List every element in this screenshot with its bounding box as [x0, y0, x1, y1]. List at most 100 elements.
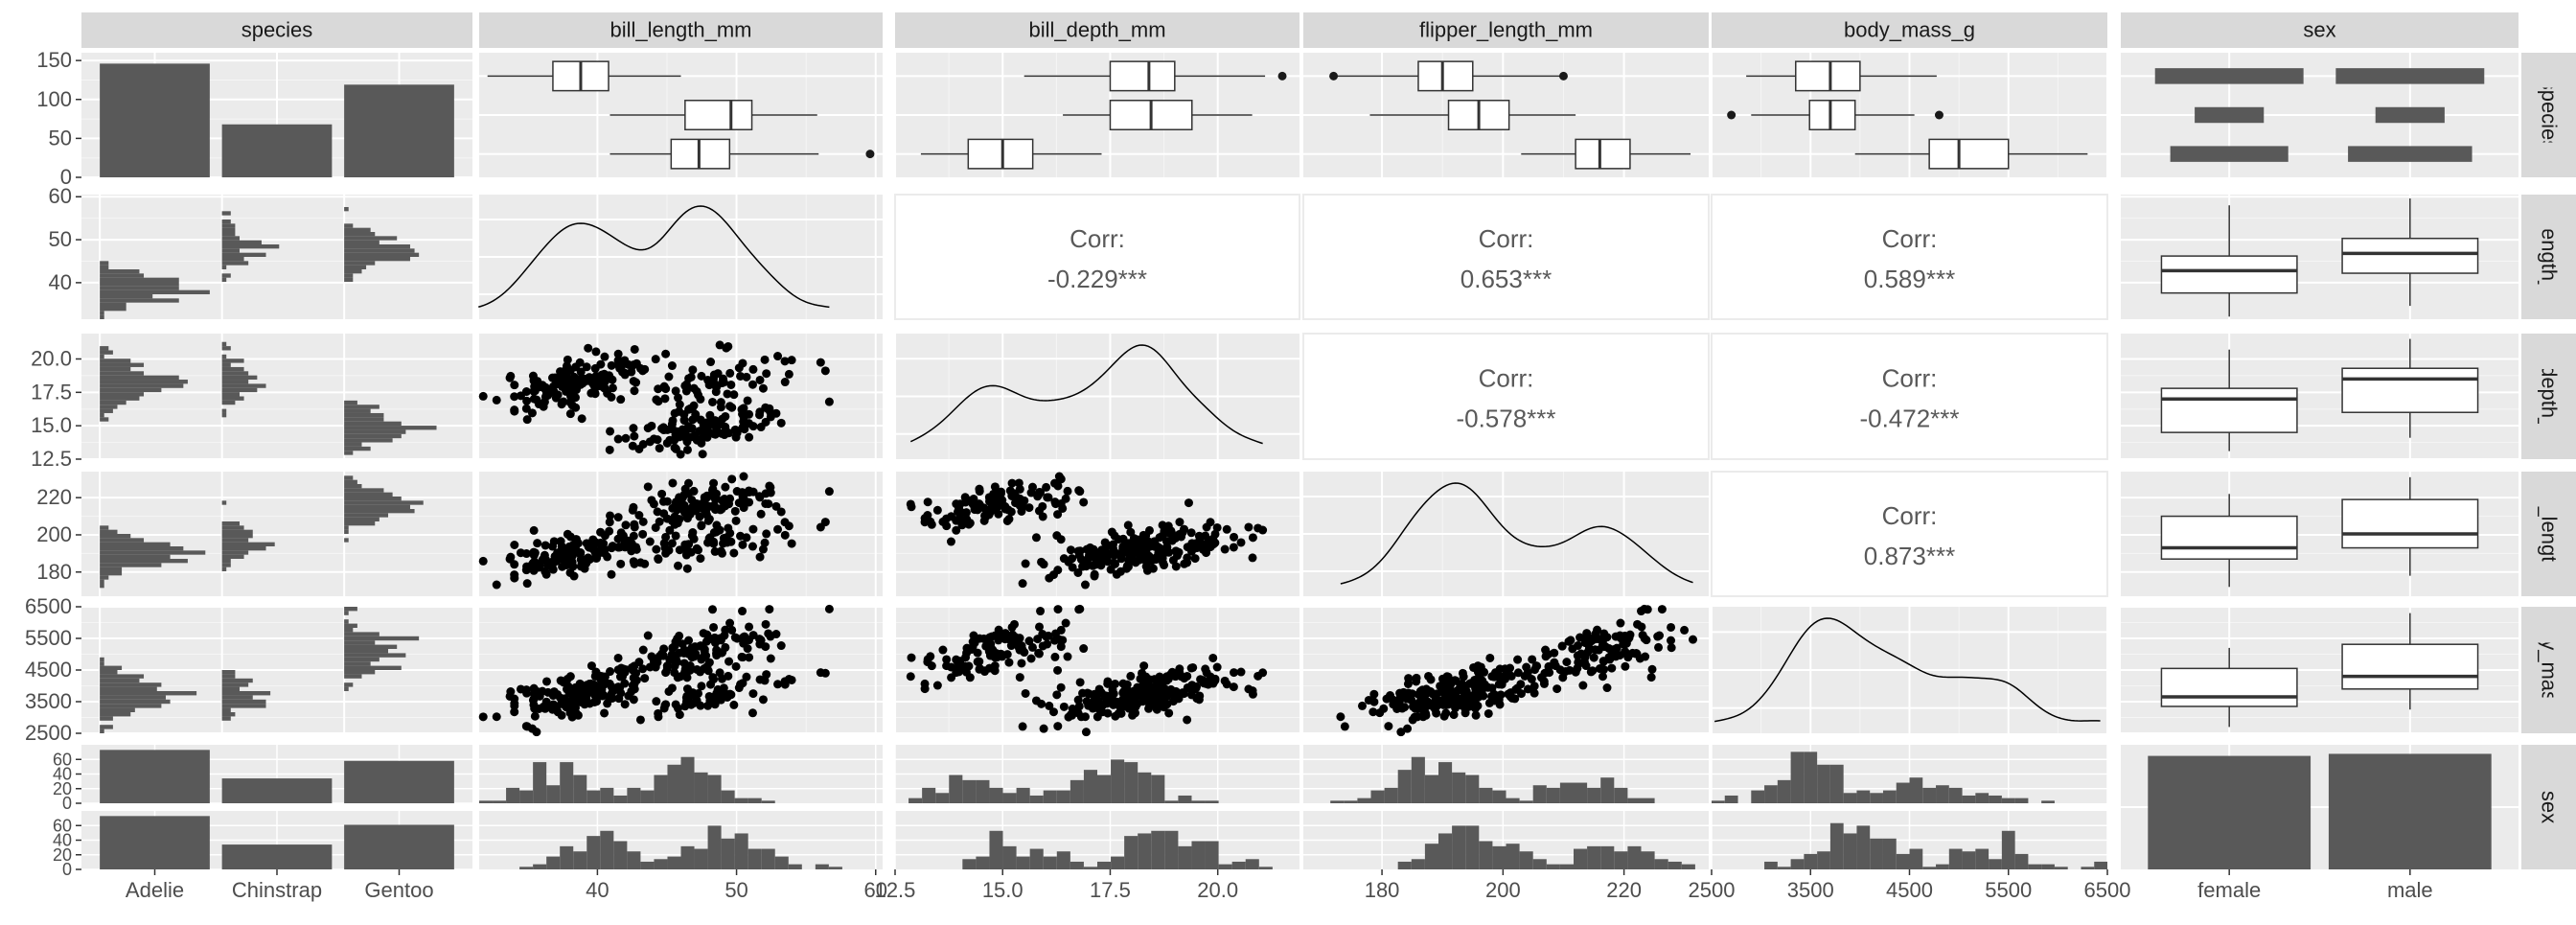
- scatter-point: [675, 400, 684, 409]
- scatter-point: [630, 431, 639, 441]
- scatter-point: [1448, 686, 1458, 696]
- hist-bar: [221, 521, 240, 526]
- scatter-point: [1513, 655, 1523, 664]
- hist-bar: [1231, 861, 1246, 869]
- hist-bar: [221, 550, 249, 555]
- scatter-point: [1131, 693, 1140, 703]
- strip-right-bill_length_mm: [2521, 195, 2576, 319]
- hist-bar: [1922, 787, 1937, 803]
- scatter-point: [756, 636, 766, 645]
- scatter-point: [1680, 625, 1690, 635]
- scatter-point: [1616, 618, 1625, 628]
- hist-bar: [100, 298, 179, 303]
- scatter-point: [1090, 571, 1099, 581]
- bar-female-Chinstrap: [2195, 106, 2265, 124]
- scatter-point: [529, 694, 539, 704]
- scatter-point: [565, 398, 575, 407]
- scatter-point: [562, 684, 571, 694]
- hist-bar: [1138, 833, 1152, 869]
- scatter-point: [942, 661, 952, 671]
- hist-bar: [1532, 785, 1547, 803]
- scatter-point: [1657, 605, 1667, 614]
- scatter-point: [824, 487, 834, 497]
- scatter-point: [1123, 520, 1133, 530]
- scatter-point: [689, 401, 699, 410]
- scatter-point: [700, 664, 709, 674]
- scatter-point: [927, 520, 936, 529]
- hist-bar: [1843, 793, 1857, 803]
- scatter-point: [1625, 630, 1635, 639]
- x-tick-label: 220: [1606, 878, 1642, 902]
- hist-bar: [1245, 859, 1259, 869]
- scatter-point: [605, 518, 614, 527]
- box: [1795, 60, 1861, 92]
- y-tick-label: 20: [53, 845, 72, 865]
- scatter-point: [549, 687, 559, 697]
- scatter-point: [667, 361, 677, 371]
- hist-bar: [949, 775, 963, 803]
- scatter-point: [738, 540, 748, 549]
- scatter-point: [1248, 553, 1257, 563]
- scatter-point: [682, 434, 692, 444]
- scatter-point: [1589, 653, 1598, 662]
- hist-bar: [2094, 861, 2107, 869]
- scatter-point: [709, 539, 719, 548]
- scatter-point: [729, 700, 739, 709]
- scatter-point: [721, 482, 730, 492]
- scatter-point: [1068, 563, 1077, 572]
- scatter-point: [540, 397, 549, 406]
- strip-right-species: [2521, 53, 2576, 177]
- scatter-point: [1584, 636, 1594, 645]
- scatter-point: [1138, 539, 1148, 548]
- scatter-point: [1180, 689, 1189, 699]
- scatter-point: [695, 641, 704, 651]
- hist-bar: [908, 798, 923, 803]
- hist-bar: [1016, 856, 1030, 869]
- scatter-point: [1156, 545, 1165, 555]
- scatter-point: [1131, 708, 1140, 718]
- scatter-point: [755, 552, 765, 562]
- outlier-point: [1329, 71, 1339, 81]
- x-tick-label: 2500: [1689, 878, 1736, 902]
- scatter-point: [1066, 710, 1075, 720]
- hist-bar: [1164, 800, 1179, 803]
- bar-female-Chinstrap: [221, 778, 333, 803]
- scatter-point: [923, 658, 932, 667]
- scatter-point: [522, 579, 532, 589]
- hist-bar: [100, 542, 171, 546]
- scatter-point: [739, 638, 748, 648]
- scatter-point: [576, 380, 586, 389]
- scatter-point: [1654, 642, 1664, 652]
- hist-bar: [828, 867, 842, 869]
- scatter-point: [557, 377, 566, 386]
- hist-bar: [1043, 790, 1057, 803]
- scatter-point: [510, 541, 519, 550]
- scatter-point: [1459, 672, 1468, 682]
- scatter-point: [689, 698, 699, 707]
- scatter-point: [745, 432, 754, 442]
- scatter-point: [628, 681, 637, 690]
- hist-bar: [100, 559, 188, 564]
- scatter-point: [745, 622, 754, 632]
- scatter-point: [606, 511, 615, 520]
- scatter-point: [1056, 642, 1066, 652]
- scatter-point: [621, 665, 631, 675]
- scatter-point: [824, 604, 834, 613]
- scatter-point: [776, 418, 786, 428]
- scatter-point: [1426, 675, 1436, 684]
- hist-bar: [344, 497, 402, 501]
- hist-bar: [1519, 800, 1533, 803]
- scatter-point: [932, 505, 942, 515]
- scatter-point: [492, 580, 501, 590]
- scatter-point: [1489, 689, 1499, 699]
- scatter-point: [643, 631, 653, 640]
- scatter-point: [1229, 682, 1238, 692]
- hist-bar: [344, 623, 357, 628]
- hist-bar: [100, 371, 145, 376]
- scatter-point: [1008, 630, 1018, 639]
- hist-bar: [100, 383, 184, 388]
- hist-bar: [976, 856, 990, 869]
- hist-bar: [815, 864, 829, 869]
- scatter-point: [702, 630, 712, 639]
- bar-female-Gentoo: [2170, 146, 2288, 162]
